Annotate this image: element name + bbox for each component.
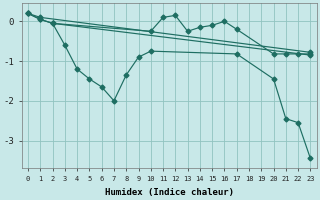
X-axis label: Humidex (Indice chaleur): Humidex (Indice chaleur) (105, 188, 234, 197)
